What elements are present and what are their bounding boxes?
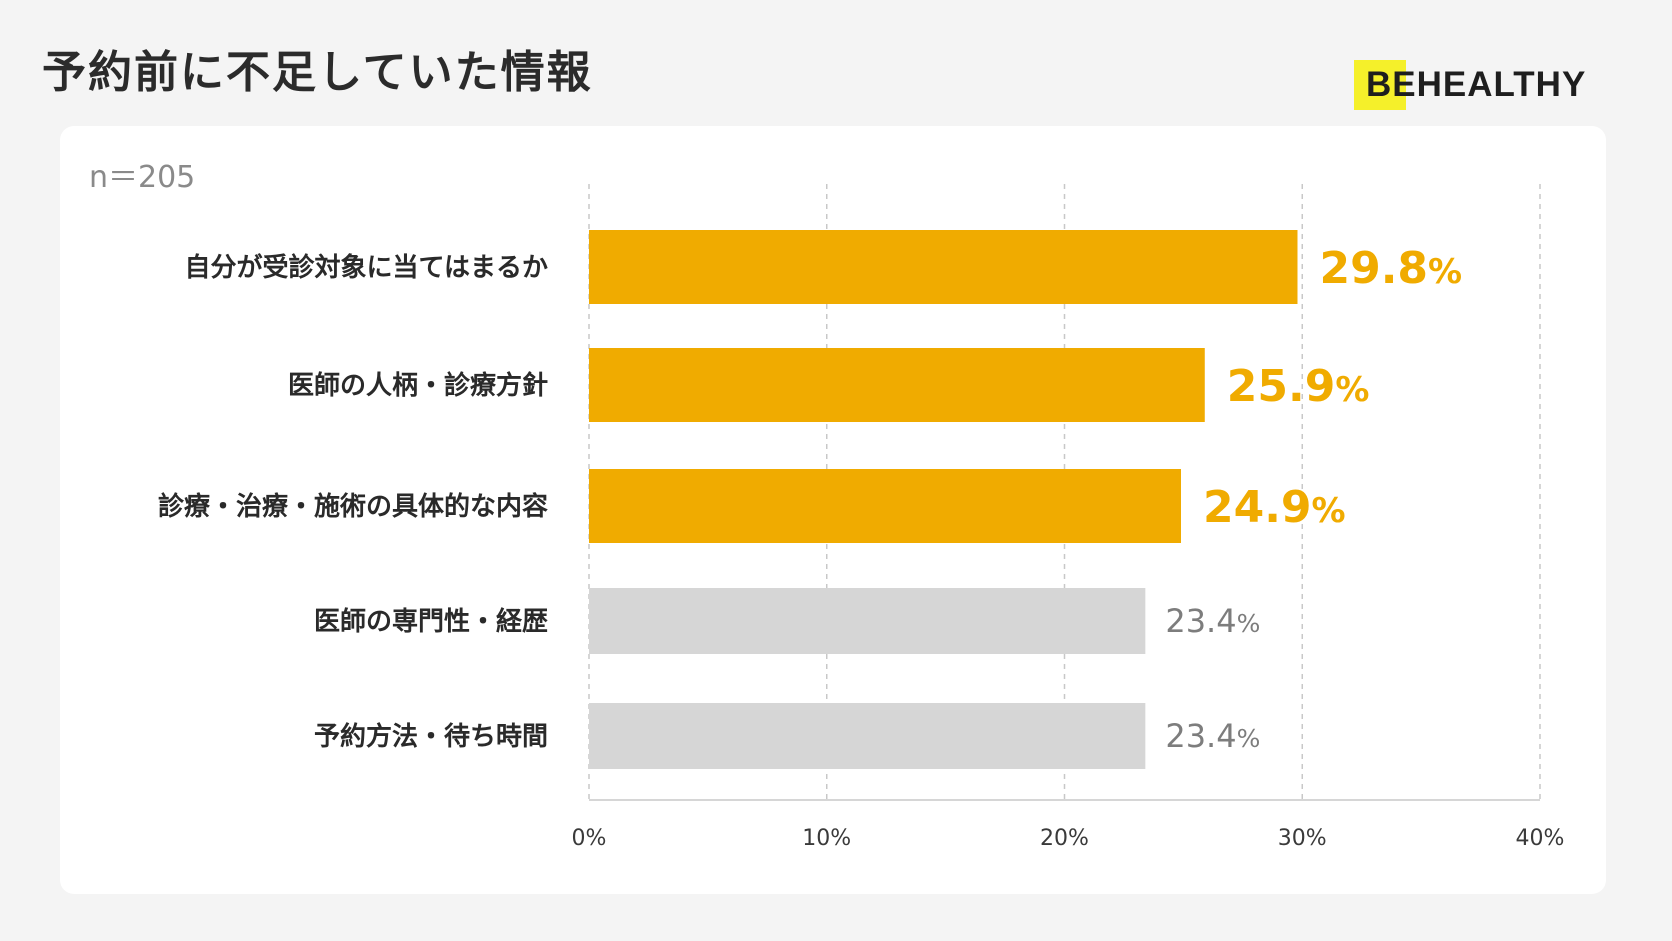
category-label: 医師の人柄・診療方針 — [288, 370, 548, 401]
x-tick-label: 0% — [572, 826, 607, 851]
category-label: 医師の専門性・経歴 — [314, 606, 548, 637]
value-label: 23.4% — [1165, 602, 1260, 640]
category-label: 自分が受診対象に当てはまるか — [185, 252, 548, 283]
category-label: 診療・治療・施術の具体的な内容 — [158, 491, 548, 522]
category-label: 予約方法・待ち時間 — [314, 721, 548, 752]
value-label: 29.8% — [1319, 243, 1462, 294]
logo-text: BEHEALTHY — [1366, 65, 1587, 104]
value-label: 24.9% — [1203, 482, 1346, 533]
bar — [589, 348, 1205, 422]
value-label: 23.4% — [1165, 717, 1260, 755]
x-tick-label: 30% — [1278, 826, 1327, 851]
sample-size-label: n＝205 — [89, 160, 196, 195]
bar — [589, 230, 1298, 304]
bar — [589, 588, 1146, 654]
bar — [589, 703, 1146, 769]
value-label: 25.9% — [1227, 361, 1370, 412]
x-tick-label: 10% — [802, 826, 851, 851]
bar — [589, 469, 1181, 543]
logo-highlight-mark — [1354, 60, 1406, 110]
label-layer: 0% 10% 20% 30% 40% 自分が受診対象に当てはまるか 29.8% 医師の人柄・診… — [158, 243, 1564, 851]
x-tick-label: 40% — [1516, 826, 1565, 851]
brand-logo: BEHEALTHY — [1354, 60, 1586, 110]
x-tick-label: 20% — [1040, 826, 1089, 851]
bar-layer — [589, 230, 1298, 769]
page-title: 予約前に不足していた情報 — [42, 47, 593, 98]
